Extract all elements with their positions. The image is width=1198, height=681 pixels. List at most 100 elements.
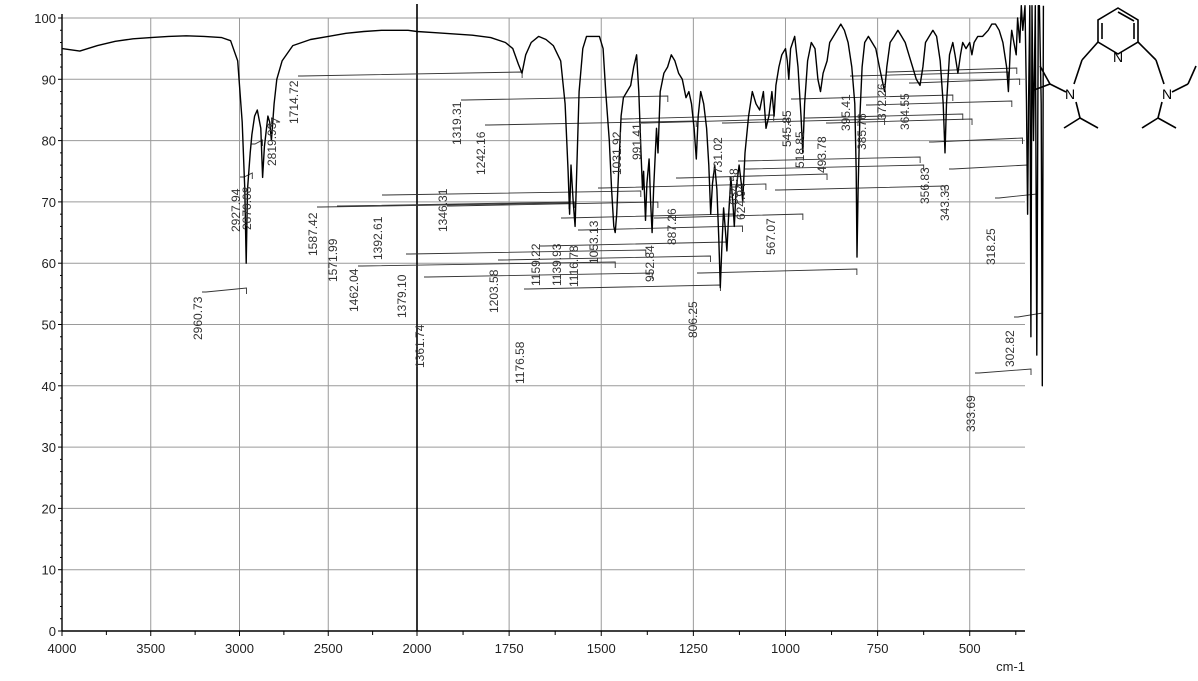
peak-label: 806.25 — [686, 301, 700, 338]
peak-leader — [975, 368, 1032, 375]
peak-leader — [949, 164, 1028, 171]
y-tick-label: 90 — [42, 72, 56, 87]
peak-leader — [406, 249, 647, 256]
peak-label: 1031.92 — [610, 131, 624, 175]
y-tick-label: 60 — [42, 256, 56, 271]
isopropyl-bond — [1075, 101, 1081, 119]
peak-leader — [697, 268, 858, 275]
peak-leader — [886, 67, 1018, 74]
molecule-atom-labels: N N N — [1065, 49, 1172, 102]
x-tick-label: 1000 — [771, 641, 800, 656]
peak-label: 1053.13 — [587, 220, 601, 264]
x-tick-label: 1750 — [495, 641, 524, 656]
spectrum-series — [61, 4, 1045, 387]
peak-leader — [598, 183, 767, 190]
peak-label: 634.58 — [727, 168, 741, 205]
peak-label: 318.25 — [984, 228, 998, 265]
peak-label: 343.33 — [938, 184, 952, 221]
y-tick-label: 30 — [42, 440, 56, 455]
peak-leader — [251, 139, 264, 146]
axes: 0 10 20 30 40 50 60 70 80 90 100 4000 3500 3000 2500 20… — [34, 4, 1025, 656]
peak-label: 1714.72 — [287, 80, 301, 124]
y-tick-label: 0 — [49, 624, 56, 639]
peak-leader — [676, 173, 828, 180]
peak-label: 1242.16 — [474, 131, 488, 175]
x-tick-label: 2000 — [403, 641, 432, 656]
peak-label: 1361.74 — [413, 324, 427, 368]
peak-leader — [850, 71, 1009, 78]
x-tick-label: 1250 — [679, 641, 708, 656]
peak-label: 302.82 — [1003, 330, 1017, 367]
peak-label: 2927.94 — [229, 188, 243, 232]
peak-label: 1346.31 — [436, 188, 450, 232]
peak-leader — [578, 225, 743, 232]
x-tick-label: 500 — [959, 641, 981, 656]
atom-label-n: N — [1113, 49, 1123, 65]
pyridine-ring — [1097, 7, 1139, 55]
y-tick-label: 20 — [42, 501, 56, 516]
peak-label: 1392.61 — [371, 216, 385, 260]
peak-leader — [745, 164, 925, 171]
peak-label: 2960.73 — [191, 296, 205, 340]
peak-leader — [498, 255, 711, 262]
x-tick-label: 3000 — [225, 641, 254, 656]
peak-label: 1139.93 — [550, 243, 564, 286]
isopropyl-bond — [1079, 117, 1099, 129]
peak-label: 991.41 — [630, 123, 644, 160]
peak-label: 1587.42 — [306, 212, 320, 256]
peak-label: 1379.10 — [395, 274, 409, 318]
methylene-bond-right — [1137, 41, 1157, 61]
peak-leader — [447, 201, 659, 208]
peak-leader — [358, 261, 616, 268]
peak-leader — [804, 113, 964, 120]
ring-double-bond — [1117, 11, 1135, 22]
peak-leader — [240, 172, 253, 179]
peak-leader — [424, 272, 653, 279]
peak-label: 372.26 — [875, 83, 889, 120]
isopropyl-bond — [1187, 65, 1197, 85]
peak-leader — [826, 118, 973, 125]
atom-label-n: N — [1065, 86, 1075, 102]
peak-leader — [271, 117, 281, 124]
methylene-bond-left — [1081, 41, 1099, 61]
peak-label: 731.02 — [711, 137, 725, 174]
isopropyl-bond — [1171, 83, 1189, 93]
peak-leader — [722, 118, 886, 125]
peak-label: 518.85 — [793, 131, 807, 168]
y-tick-label: 80 — [42, 134, 56, 149]
peak-leader — [641, 118, 790, 125]
peak-leader — [738, 156, 921, 163]
peak-label: 2870.08 — [240, 186, 254, 230]
isopropyl-bond — [1033, 83, 1051, 91]
peak-leader — [337, 201, 576, 208]
y-tick-label: 10 — [42, 563, 56, 578]
peak-leader — [1014, 312, 1043, 319]
isopropyl-bond — [1141, 117, 1159, 129]
x-tick-label: 3500 — [136, 641, 165, 656]
peak-label: 493.78 — [815, 136, 829, 173]
isopropyl-bond — [1157, 101, 1163, 119]
x-tick-label: 4000 — [48, 641, 77, 656]
peak-leader — [866, 100, 1013, 107]
isopropyl-bond — [1049, 83, 1067, 93]
peak-label: 887.26 — [665, 208, 679, 245]
peak-leader — [382, 190, 642, 197]
molecule-structure — [1033, 7, 1197, 129]
bond — [1073, 59, 1083, 85]
peak-label: 1203.58 — [487, 269, 501, 313]
x-tick-label: 750 — [867, 641, 889, 656]
peak-leader — [621, 114, 775, 121]
peak-leader — [791, 94, 954, 101]
x-tick-label: 1500 — [587, 641, 616, 656]
peak-label: 1176.58 — [513, 341, 527, 384]
peak-label: 624.94 — [734, 183, 748, 220]
peak-leader — [485, 120, 697, 127]
isopropyl-bond — [1157, 117, 1177, 129]
y-tick-label: 70 — [42, 195, 56, 210]
y-tick-label: 50 — [42, 318, 56, 333]
peak-leader — [461, 95, 669, 102]
peak-label: 567.07 — [764, 218, 778, 255]
